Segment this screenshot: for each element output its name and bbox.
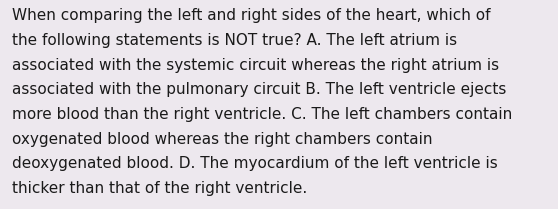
Text: deoxygenated blood. D. The myocardium of the left ventricle is: deoxygenated blood. D. The myocardium of… [12,156,498,171]
Text: associated with the pulmonary circuit B. The left ventricle ejects: associated with the pulmonary circuit B.… [12,82,507,97]
Text: When comparing the left and right sides of the heart, which of: When comparing the left and right sides … [12,8,491,23]
Text: more blood than the right ventricle. C. The left chambers contain: more blood than the right ventricle. C. … [12,107,513,122]
Text: oxygenated blood whereas the right chambers contain: oxygenated blood whereas the right chamb… [12,132,433,147]
Text: thicker than that of the right ventricle.: thicker than that of the right ventricle… [12,181,307,196]
Text: the following statements is NOT true? A. The left atrium is: the following statements is NOT true? A.… [12,33,458,48]
Text: associated with the systemic circuit whereas the right atrium is: associated with the systemic circuit whe… [12,58,499,73]
